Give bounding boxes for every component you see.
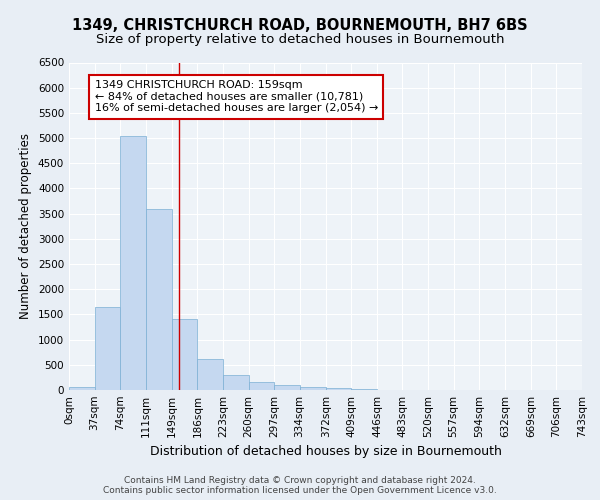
Bar xyxy=(146,208,172,390)
Bar xyxy=(326,388,352,390)
Text: 1349 CHRISTCHURCH ROAD: 159sqm
← 84% of detached houses are smaller (10,781)
16%: 1349 CHRISTCHURCH ROAD: 159sqm ← 84% of … xyxy=(95,80,378,114)
Bar xyxy=(274,385,299,390)
Bar xyxy=(299,387,326,390)
Text: 1349, CHRISTCHURCH ROAD, BOURNEMOUTH, BH7 6BS: 1349, CHRISTCHURCH ROAD, BOURNEMOUTH, BH… xyxy=(72,18,528,32)
Text: Size of property relative to detached houses in Bournemouth: Size of property relative to detached ho… xyxy=(96,32,504,46)
Bar xyxy=(95,307,120,390)
Y-axis label: Number of detached properties: Number of detached properties xyxy=(19,133,32,320)
Bar xyxy=(197,360,223,390)
Bar xyxy=(223,375,248,390)
Text: Contains HM Land Registry data © Crown copyright and database right 2024.
Contai: Contains HM Land Registry data © Crown c… xyxy=(103,476,497,495)
Bar xyxy=(248,382,274,390)
Bar xyxy=(172,320,197,390)
Bar xyxy=(69,387,95,390)
X-axis label: Distribution of detached houses by size in Bournemouth: Distribution of detached houses by size … xyxy=(149,446,502,458)
Bar xyxy=(120,136,146,390)
